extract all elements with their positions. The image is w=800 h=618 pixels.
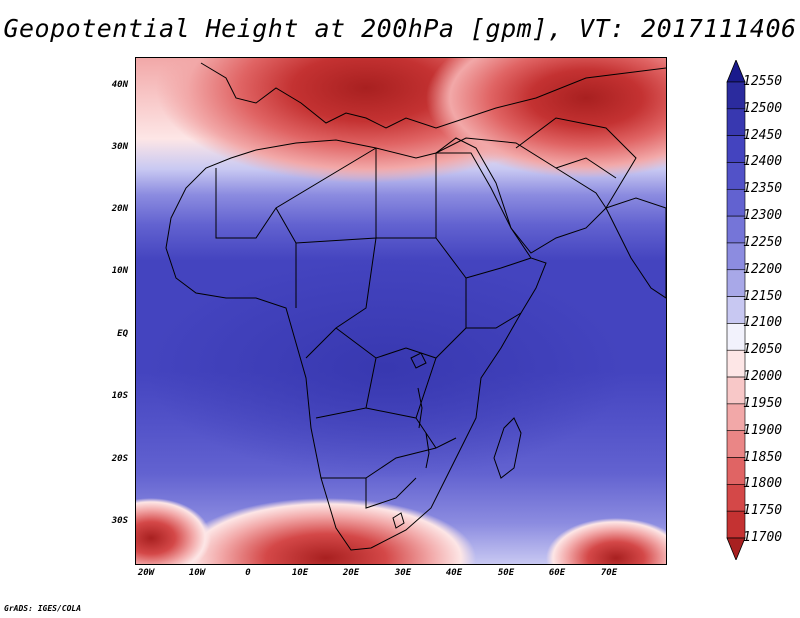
lon-label-50e: 50E [497, 568, 515, 578]
colorbar-label: 12200 [743, 261, 783, 277]
lat-label-20n: 20N [111, 204, 128, 214]
colorbar-label: 12300 [743, 208, 783, 224]
map-panel [135, 57, 667, 565]
lat-label-20s: 20S [111, 454, 128, 464]
colorbar [726, 60, 746, 560]
geopotential-map [136, 58, 666, 564]
lat-label-10n: 10N [111, 266, 128, 276]
lat-label-30s: 30S [111, 516, 128, 526]
colorbar-label: 12000 [743, 369, 783, 385]
colorbar-label: 12550 [743, 74, 783, 89]
lat-label-eq: EQ [117, 329, 128, 339]
lat-label-10s: 10S [111, 391, 128, 401]
colorbar-label: 11850 [743, 449, 783, 465]
colorbar-label: 11750 [743, 503, 783, 519]
lon-label-60e: 60E [548, 568, 566, 578]
lat-label-40n: 40N [111, 80, 128, 90]
lon-label-30e: 30E [394, 568, 412, 578]
colorbar-bottom-arrow [726, 537, 746, 560]
lon-label-0: 0 [245, 568, 251, 578]
colorbar-label: 12050 [743, 342, 783, 358]
colorbar-label: 11800 [743, 476, 783, 492]
colorbar-label: 11900 [743, 422, 783, 438]
lon-label-10e: 10E [291, 568, 309, 578]
chart-title: Geopotential Height at 200hPa [gpm], VT:… [3, 14, 797, 43]
colorbar-label: 12400 [743, 154, 783, 170]
colorbar-label: 12150 [743, 288, 783, 304]
colorbar-label: 12450 [743, 127, 783, 143]
lon-label-70e: 70E [600, 568, 618, 578]
lon-label-20e: 20E [342, 568, 360, 578]
lon-label-40e: 40E [445, 568, 463, 578]
colorbar-label: 11950 [743, 395, 783, 411]
colorbar-label: 12250 [743, 234, 783, 250]
footer-credit: GrADS: IGES/COLA [4, 604, 82, 613]
colorbar-label: 12350 [743, 181, 783, 197]
colorbar-label: 12500 [743, 100, 783, 116]
lon-label-20w: 20W [137, 568, 155, 578]
colorbar-label: 11700 [743, 530, 783, 545]
lat-label-30n: 30N [111, 142, 128, 152]
colorbar-label: 12100 [743, 315, 783, 331]
coastlines [165, 62, 666, 551]
lon-label-10w: 10W [188, 568, 206, 578]
